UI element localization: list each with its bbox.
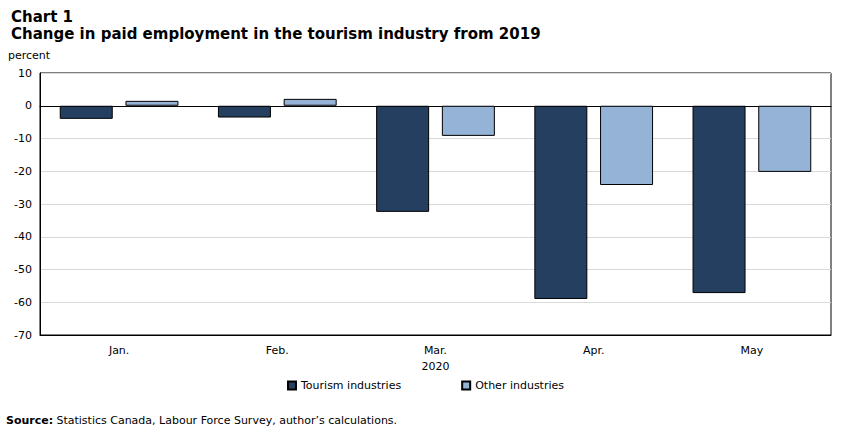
svg-text:Apr.: Apr.	[583, 344, 605, 357]
svg-text:-40: -40	[14, 230, 32, 243]
svg-text:2020: 2020	[422, 360, 450, 373]
svg-text:Change in paid employment in t: Change in paid employment in the tourism…	[11, 25, 541, 43]
svg-text:Jan.: Jan.	[108, 344, 129, 357]
svg-text:Feb.: Feb.	[266, 344, 289, 357]
svg-text:May: May	[741, 344, 764, 357]
svg-text:-70: -70	[14, 329, 32, 342]
svg-text:percent: percent	[8, 49, 51, 62]
svg-text:-60: -60	[14, 296, 32, 309]
svg-text:-20: -20	[14, 165, 32, 178]
svg-text:-10: -10	[14, 132, 32, 145]
svg-text:-30: -30	[14, 198, 32, 211]
svg-text:10: 10	[18, 67, 32, 80]
svg-text:Chart 1: Chart 1	[11, 8, 73, 26]
svg-text:0: 0	[25, 99, 32, 112]
svg-text:Statistics Canada, Labour Forc: Statistics Canada, Labour Force Survey, …	[56, 414, 397, 427]
svg-text:Source:: Source:	[6, 414, 53, 427]
svg-text:Tourism industries: Tourism industries	[300, 379, 401, 392]
svg-text:Other industries: Other industries	[475, 379, 564, 392]
svg-text:Mar.: Mar.	[424, 344, 447, 357]
svg-text:-50: -50	[14, 263, 32, 276]
